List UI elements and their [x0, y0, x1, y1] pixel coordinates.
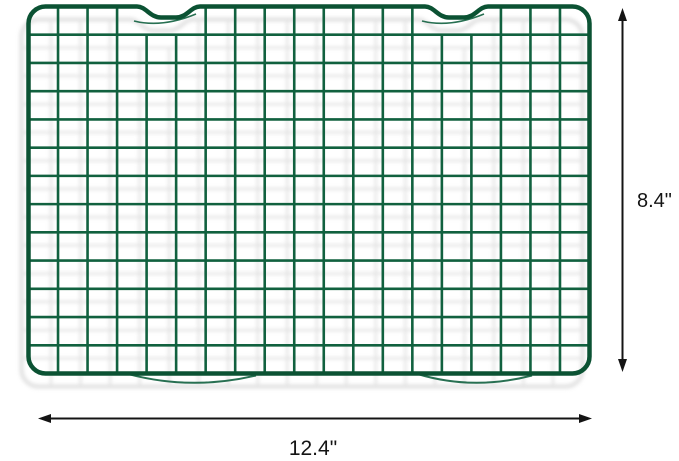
height-arrow-down-icon — [618, 359, 627, 372]
rack-frame — [26, 4, 592, 376]
rack-foot-wire-bottom-right — [415, 372, 533, 384]
width-dimension: 12.4" — [38, 414, 592, 460]
width-label: 12.4" — [289, 437, 337, 460]
rack-foot-wire-bottom-left — [125, 372, 257, 384]
rack-grid — [29, 7, 589, 373]
rack-shadow-frame — [19, 17, 585, 389]
height-label: 8.4" — [637, 190, 672, 212]
height-dimension: 8.4" — [618, 8, 672, 372]
width-arrow-right-icon — [579, 414, 592, 423]
height-arrow-up-icon — [618, 8, 627, 21]
rack-foot-wire-top-left — [133, 13, 197, 25]
width-arrow-left-icon — [38, 414, 51, 423]
rack-foot-wire-top-right — [421, 13, 485, 25]
